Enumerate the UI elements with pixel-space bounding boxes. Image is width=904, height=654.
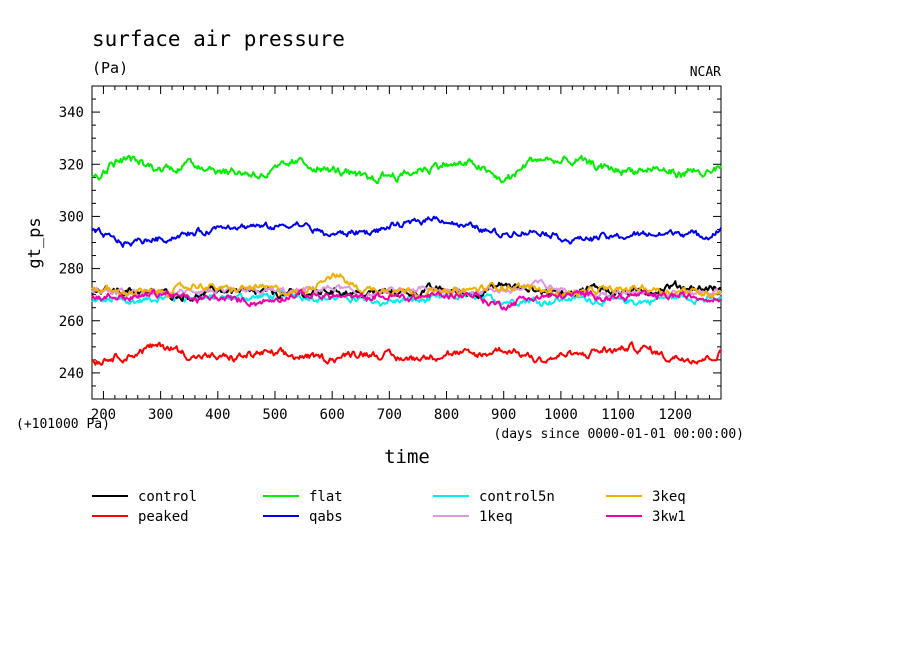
legend: control peaked flat qabs control5n 1keq 3keq 3k… (92, 489, 686, 525)
legend-label-qabs: qabs (309, 509, 343, 525)
x-axis-label: time (384, 446, 430, 468)
series-line-qabs (91, 215, 722, 248)
x-tick-label: 500 (262, 407, 287, 423)
legend-label-3kw1: 3kw1 (652, 509, 686, 525)
series-group (91, 154, 722, 366)
y-tick-label: 320 (59, 157, 84, 173)
chart-credit: NCAR (690, 65, 721, 80)
y-tick-label: 240 (59, 366, 84, 382)
y-tick-label: 280 (59, 262, 84, 278)
series-line-flat (91, 154, 722, 185)
y-tick-label: 260 (59, 314, 84, 330)
x-tick-label: 1000 (544, 407, 578, 423)
legend-label-1keq: 1keq (479, 509, 513, 525)
y-offset-note: (+101000 Pa) (16, 417, 110, 432)
x-tick-label: 600 (320, 407, 345, 423)
legend-label-peaked: peaked (138, 509, 189, 525)
axis-ticks: 200 300 400 500 600 700 800 900 1000 1100 1200 240 2… (59, 85, 722, 423)
x-tick-label: 800 (434, 407, 459, 423)
x-tick-label: 1100 (601, 407, 635, 423)
legend-label-control: control (138, 489, 197, 505)
chart-title: surface air pressure (92, 27, 345, 51)
legend-label-3keq: 3keq (652, 489, 686, 505)
y-tick-label: 300 (59, 209, 84, 225)
y-tick-label: 340 (59, 105, 84, 121)
legend-label-control5n: control5n (479, 489, 555, 505)
plot-frame (91, 85, 722, 400)
x-tick-label: 700 (377, 407, 402, 423)
x-tick-label: 300 (148, 407, 173, 423)
x-tick-label: 200 (91, 407, 116, 423)
x-tick-label: 900 (491, 407, 516, 423)
x-tick-label: 1200 (658, 407, 692, 423)
y-axis-label: gt_ps (25, 217, 45, 268)
chart-units: (Pa) (92, 59, 128, 77)
x-units-note: (days since 0000-01-01 00:00:00) (494, 427, 744, 442)
x-tick-label: 400 (205, 407, 230, 423)
series-line-3kw1 (91, 288, 722, 311)
legend-label-flat: flat (309, 489, 343, 505)
series-line-3keq (91, 272, 722, 300)
series-line-peaked (92, 341, 722, 366)
